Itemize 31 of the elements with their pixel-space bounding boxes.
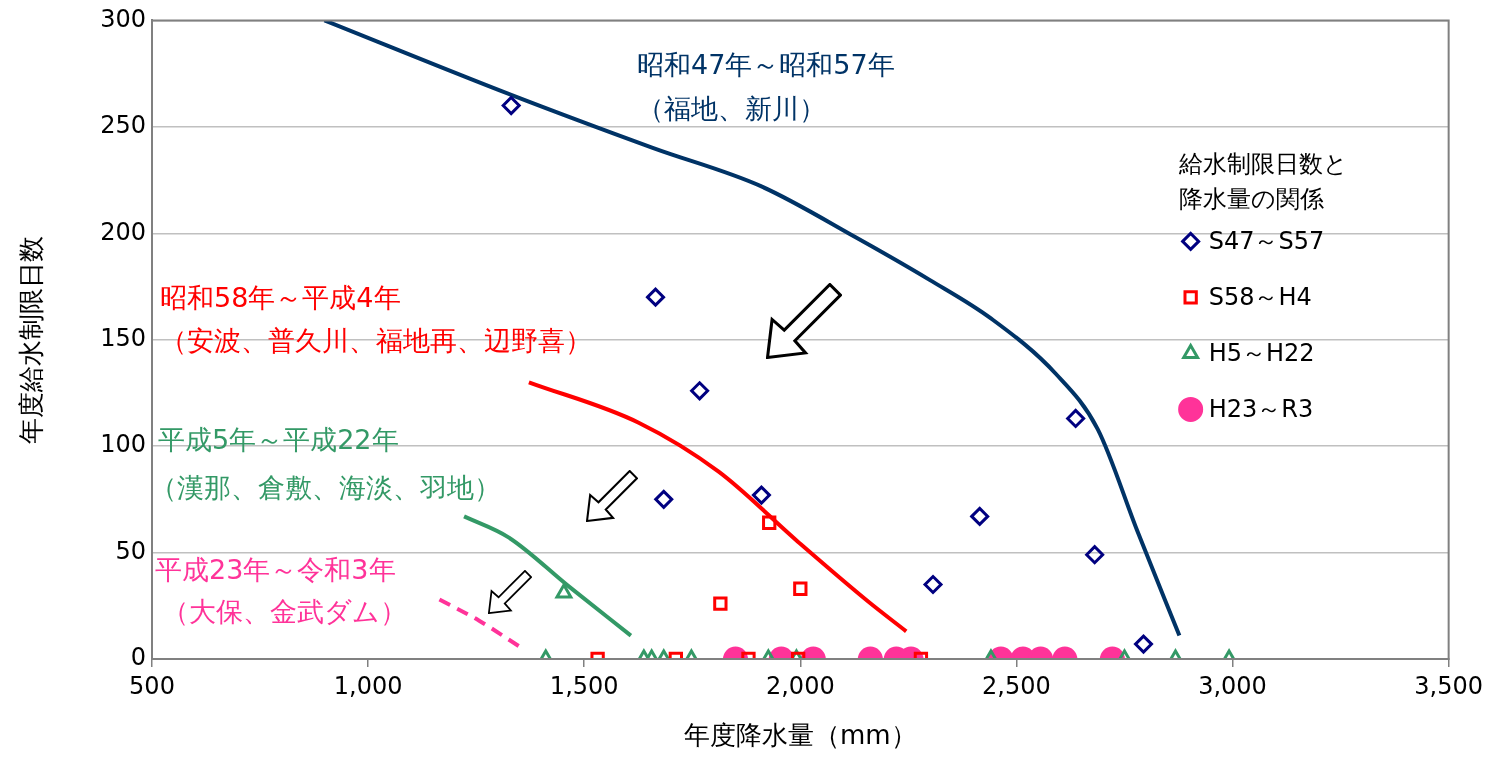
legend-label: H5～H22 — [1208, 338, 1315, 367]
x-tick-label: 3,500 — [1414, 671, 1484, 700]
legend-label: S58～H4 — [1208, 282, 1312, 311]
y-axis-title: 年度給水制限日数 — [16, 235, 47, 444]
annotation: 昭和58年～平成4年 — [160, 282, 401, 314]
x-tick-label: 500 — [129, 671, 175, 700]
y-tick-label: 200 — [100, 217, 146, 246]
annotation: （漢那、倉敷、海淡、羽地） — [150, 472, 501, 504]
x-tick-label: 1,000 — [333, 671, 403, 700]
y-tick-label: 150 — [100, 323, 146, 352]
y-tick-label: 50 — [115, 536, 146, 565]
x-tick-label: 1,500 — [549, 671, 619, 700]
annotation: （大保、金武ダム） — [162, 596, 407, 628]
legend-title: 給水制限日数と降水量の関係 — [1177, 149, 1348, 213]
y-tick-label: 0 — [130, 643, 146, 672]
legend-label: H23～R3 — [1208, 394, 1314, 423]
y-tick-label: 250 — [100, 111, 146, 140]
x-tick-label: 2,000 — [765, 671, 835, 700]
line-series — [462, 514, 633, 638]
annotation: （安波、普久川、福地再、辺野喜） — [160, 325, 592, 357]
x-tick-label: 2,500 — [982, 671, 1051, 700]
y-tick-label: 300 — [100, 4, 146, 33]
legend-label: S47～S57 — [1208, 226, 1325, 255]
x-tick-label: 3,000 — [1198, 671, 1267, 700]
annotation: 平成5年～平成22年 — [158, 424, 399, 456]
line-series — [526, 380, 909, 634]
annotation: 平成23年～令和3年 — [155, 554, 396, 586]
y-tick-label: 100 — [100, 430, 146, 459]
annotation: （福地、新川） — [637, 93, 826, 125]
x-axis-title: 年度降水量（mm） — [684, 720, 917, 751]
annotation: 昭和47年～昭和57年 — [637, 49, 895, 81]
